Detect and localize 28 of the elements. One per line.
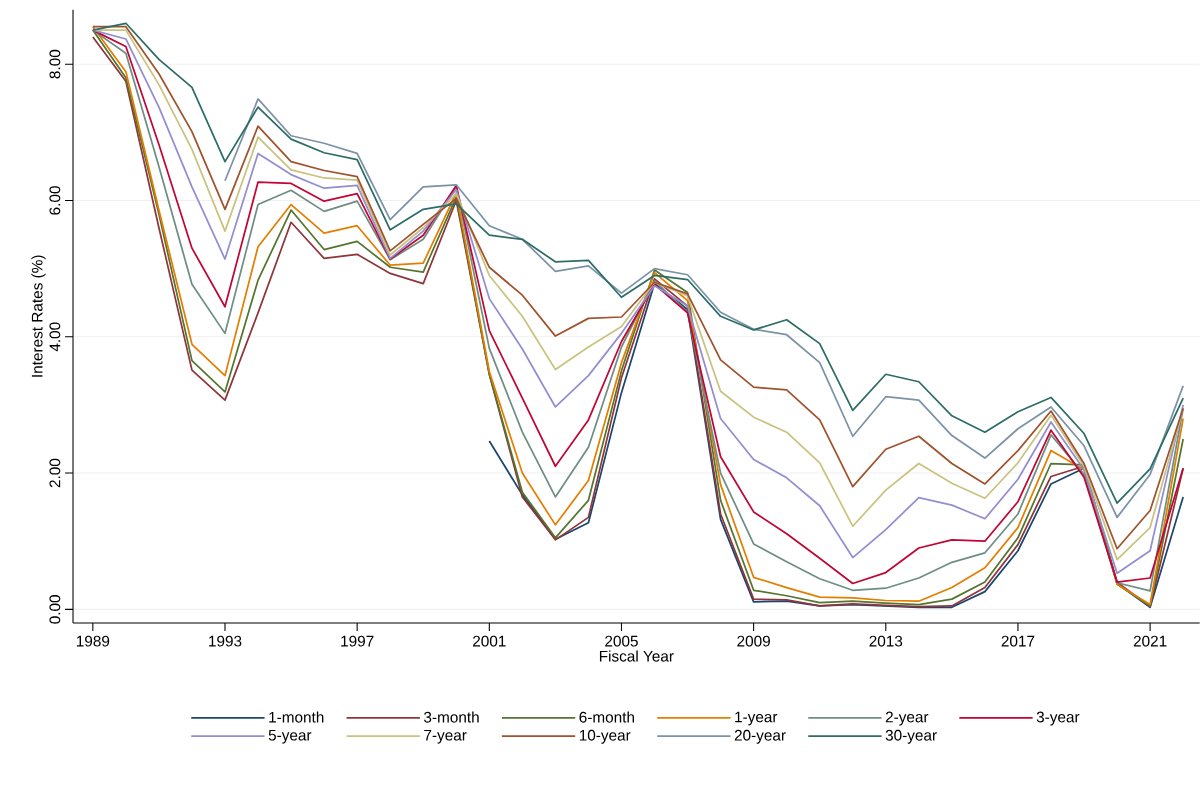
legend-label: 2-year: [885, 711, 929, 726]
x-axis-title: Fiscal Year: [599, 650, 674, 662]
x-tick-label: 2009: [737, 635, 770, 647]
x-tick-label: 1997: [341, 635, 374, 647]
y-axis-title: Interest Rates (%): [31, 255, 46, 377]
y-tick-label: 4.00: [49, 322, 61, 352]
legend-label: 1-year: [735, 711, 778, 726]
x-tick-label: 2021: [1133, 635, 1167, 647]
y-tick-label: 6.00: [49, 186, 61, 215]
legend-label: 6-month: [579, 711, 634, 723]
legend-label: 3-month: [424, 711, 479, 723]
y-tick-label: 8.00: [49, 49, 61, 79]
x-tick-label: 2013: [869, 635, 903, 647]
x-tick-label: 1993: [209, 635, 242, 647]
x-tick-label: 2005: [605, 635, 638, 647]
legend-label: 3-year: [1036, 711, 1080, 726]
legend-label: 20-year: [734, 729, 786, 744]
x-tick-label: 1989: [76, 635, 110, 647]
legend-label: 30-year: [885, 729, 937, 744]
x-tick-label: 2017: [1001, 635, 1035, 647]
legend-label: 7-year: [424, 729, 467, 744]
legend-label: 1-month: [269, 711, 324, 723]
y-tick-label: 2.00: [49, 458, 61, 488]
line-series: [224, 98, 1185, 519]
legend-label: 10-year: [579, 729, 631, 744]
legend-label: 5-year: [268, 729, 312, 744]
y-tick-label: 0.00: [49, 595, 61, 624]
x-tick-label: 2001: [473, 635, 506, 647]
